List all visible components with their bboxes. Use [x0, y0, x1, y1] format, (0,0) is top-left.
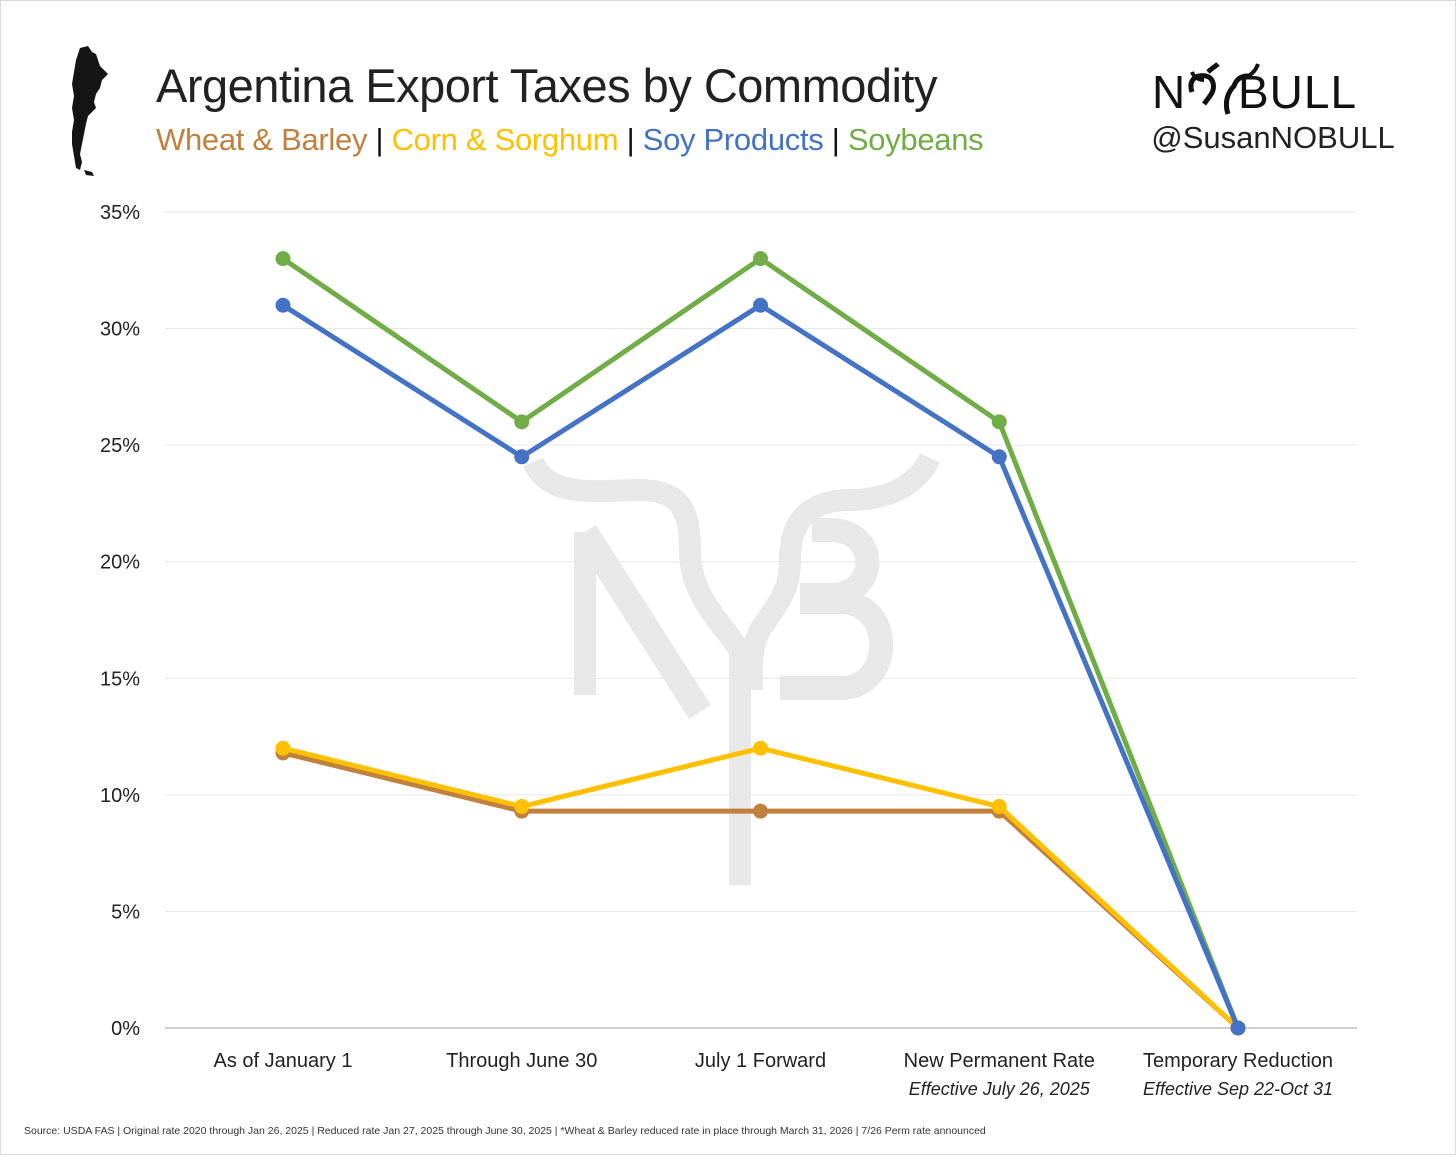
- data-point-soybeans: [753, 251, 768, 267]
- data-point-soybeans: [514, 414, 530, 430]
- nb-watermark: [522, 452, 940, 885]
- data-point-soybeans: [275, 251, 291, 267]
- x-tick-label: As of January 1: [214, 1050, 353, 1072]
- y-tick-label: 0%: [111, 1018, 140, 1040]
- nobull-logo: N BULL: [1148, 62, 1398, 118]
- legend-separator: |: [375, 122, 384, 157]
- data-point-wheat-barley: [753, 803, 768, 819]
- data-point-soy-products: [991, 449, 1007, 465]
- series-wheat-barley: [275, 745, 1246, 1036]
- data-point-corn-sorghum: [514, 799, 530, 815]
- legend-separator: |: [831, 122, 840, 157]
- series-soy-products: [275, 297, 1246, 1036]
- y-tick-label: 10%: [100, 785, 140, 807]
- x-tick-label: July 1 Forward: [695, 1050, 826, 1072]
- x-tick-sublabel: Effective July 26, 2025: [909, 1079, 1091, 1099]
- data-point-corn-sorghum: [275, 740, 291, 756]
- line-chart: 0% 5% 10% 15% 20% 25% 30% 35% As of January 1 Th…: [100, 202, 1357, 1099]
- x-tick-label: New Permanent Rate: [904, 1050, 1095, 1072]
- nobull-logo-mark: N BULL: [1152, 62, 1357, 118]
- y-tick-label: 5%: [111, 901, 140, 923]
- legend-corn-sorghum: Corn & Sorghum: [391, 122, 619, 157]
- data-point-soy-products: [1230, 1020, 1246, 1036]
- legend-subtitle: Wheat & Barley | Corn & Sorghum | Soy Pr…: [156, 122, 984, 158]
- legend-separator: |: [626, 122, 635, 157]
- data-point-soy-products: [514, 449, 530, 465]
- y-tick-label: 15%: [100, 668, 140, 690]
- data-point-corn-sorghum: [991, 799, 1007, 815]
- data-point-corn-sorghum: [753, 740, 768, 756]
- x-tick-label: Temporary Reduction: [1143, 1050, 1333, 1072]
- x-axis-ticks: As of January 1 Through June 30 July 1 For…: [214, 1050, 1334, 1099]
- y-axis-ticks: 0% 5% 10% 15% 20% 25% 30% 35%: [100, 202, 140, 1040]
- y-tick-label: 30%: [100, 319, 140, 341]
- legend-wheat-barley: Wheat & Barley: [156, 122, 368, 157]
- data-point-soy-products: [275, 297, 291, 313]
- x-tick-label: Through June 30: [446, 1050, 597, 1072]
- x-tick-sublabel: Effective Sep 22-Oct 31: [1143, 1079, 1333, 1099]
- gridlines: [165, 211, 1357, 1029]
- series-line-wheat-barley: [282, 750, 1240, 1030]
- data-point-soybeans: [991, 414, 1007, 430]
- argentina-map-icon: [72, 46, 108, 176]
- chart-title: Argentina Export Taxes by Commodity: [156, 59, 938, 112]
- legend-soy-products: Soy Products: [642, 122, 824, 157]
- source-footnote: Source: USDA FAS | Original rate 2020 th…: [24, 1125, 986, 1137]
- y-tick-label: 25%: [100, 435, 140, 457]
- legend-soybeans: Soybeans: [847, 122, 984, 157]
- y-tick-label: 35%: [100, 202, 140, 224]
- brand-handle: @SusanNOBULL: [1151, 120, 1395, 155]
- brand-block: N BULL @SusanNOBULL: [1148, 62, 1398, 156]
- y-tick-label: 20%: [100, 552, 140, 574]
- data-point-soy-products: [753, 297, 768, 313]
- svg-text:N: N: [1152, 66, 1186, 118]
- svg-text:BULL: BULL: [1238, 66, 1357, 118]
- series-lines: [275, 251, 1246, 1036]
